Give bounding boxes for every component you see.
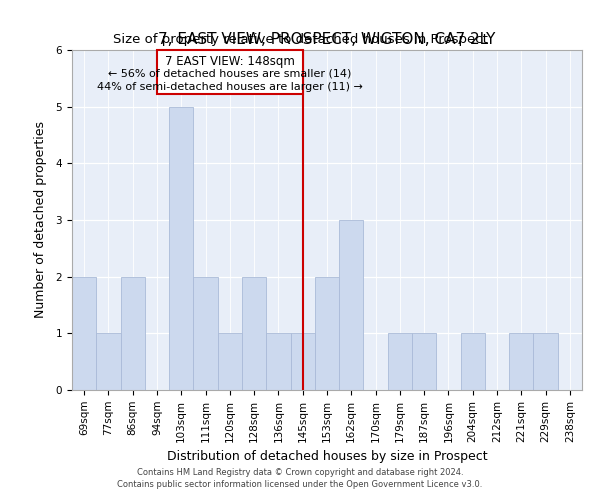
Bar bbox=[412, 334, 436, 390]
Bar bbox=[266, 334, 290, 390]
Bar bbox=[290, 334, 315, 390]
Text: ← 56% of detached houses are smaller (14): ← 56% of detached houses are smaller (14… bbox=[108, 68, 352, 78]
Bar bbox=[339, 220, 364, 390]
Y-axis label: Number of detached properties: Number of detached properties bbox=[34, 122, 47, 318]
Bar bbox=[96, 334, 121, 390]
Bar bbox=[242, 276, 266, 390]
Bar bbox=[193, 276, 218, 390]
Bar bbox=[72, 276, 96, 390]
Bar bbox=[169, 106, 193, 390]
Bar bbox=[461, 334, 485, 390]
FancyBboxPatch shape bbox=[157, 50, 303, 94]
Text: 44% of semi-detached houses are larger (11) →: 44% of semi-detached houses are larger (… bbox=[97, 82, 363, 92]
Bar bbox=[315, 276, 339, 390]
X-axis label: Distribution of detached houses by size in Prospect: Distribution of detached houses by size … bbox=[167, 450, 487, 463]
Text: Contains HM Land Registry data © Crown copyright and database right 2024.
Contai: Contains HM Land Registry data © Crown c… bbox=[118, 468, 482, 489]
Bar bbox=[121, 276, 145, 390]
Text: 7 EAST VIEW: 148sqm: 7 EAST VIEW: 148sqm bbox=[165, 54, 295, 68]
Bar bbox=[509, 334, 533, 390]
Text: Size of property relative to detached houses in Prospect: Size of property relative to detached ho… bbox=[113, 32, 487, 46]
Title: 7, EAST VIEW, PROSPECT, WIGTON, CA7 2LY: 7, EAST VIEW, PROSPECT, WIGTON, CA7 2LY bbox=[158, 32, 496, 48]
Bar bbox=[388, 334, 412, 390]
Bar bbox=[218, 334, 242, 390]
Bar bbox=[533, 334, 558, 390]
